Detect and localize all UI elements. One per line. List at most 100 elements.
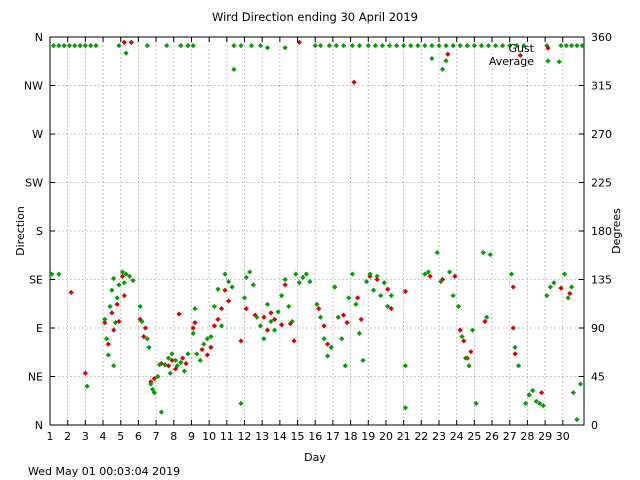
average-point xyxy=(66,43,73,49)
y2-axis-label: Degrees xyxy=(610,208,623,254)
average-point xyxy=(438,279,444,285)
average-point xyxy=(569,43,575,49)
average-point xyxy=(50,43,57,49)
gust-point xyxy=(385,286,391,292)
average-point xyxy=(429,55,435,62)
average-point xyxy=(137,303,143,310)
average-point xyxy=(577,381,584,387)
legend-label: Gust xyxy=(508,42,534,55)
gust-point xyxy=(452,273,458,279)
average-point xyxy=(261,336,267,342)
gust-point xyxy=(567,290,573,297)
average-point xyxy=(443,58,449,64)
average-point xyxy=(363,279,370,285)
average-point xyxy=(356,43,363,49)
y2-tick-label: 315 xyxy=(591,80,612,93)
gust-point xyxy=(538,390,545,396)
average-point xyxy=(487,252,493,258)
average-point xyxy=(485,43,492,49)
gust-point xyxy=(355,295,361,301)
average-point xyxy=(126,273,133,279)
average-point xyxy=(155,373,161,380)
average-point xyxy=(103,336,110,342)
average-point xyxy=(114,295,120,301)
average-point xyxy=(218,323,225,329)
average-point xyxy=(215,286,221,292)
average-point xyxy=(565,295,571,301)
average-point xyxy=(574,417,580,423)
gust-point xyxy=(111,327,117,333)
gust-point xyxy=(264,327,271,333)
average-point xyxy=(434,249,440,256)
gust-point xyxy=(243,306,249,312)
gust-point xyxy=(222,287,228,293)
gust-point xyxy=(279,322,285,328)
x-tick-label: 24 xyxy=(450,430,464,443)
average-point xyxy=(204,336,210,342)
gust-point xyxy=(252,312,258,318)
average-point xyxy=(271,327,278,333)
average-point xyxy=(317,43,324,49)
average-point xyxy=(512,344,518,350)
average-point xyxy=(192,306,198,312)
average-point xyxy=(484,314,490,320)
x-tick-label: 12 xyxy=(238,430,252,443)
average-point xyxy=(254,314,260,320)
gust-point xyxy=(142,325,149,331)
average-point xyxy=(551,280,557,286)
average-point xyxy=(365,43,371,49)
average-point xyxy=(185,351,191,357)
average-point xyxy=(61,43,67,49)
average-point xyxy=(478,43,485,49)
average-point xyxy=(109,287,115,293)
y-tick-label: NE xyxy=(28,371,43,384)
average-point xyxy=(123,271,129,277)
gust-point xyxy=(192,320,198,326)
average-point xyxy=(558,43,564,49)
average-point xyxy=(439,66,446,72)
average-point xyxy=(408,43,414,49)
x-tick-label: 15 xyxy=(291,430,305,443)
gust-point xyxy=(512,351,518,357)
y-axis-label: Direction xyxy=(14,206,27,256)
x-tick-label: 17 xyxy=(326,430,340,443)
average-point xyxy=(268,318,274,325)
average-point xyxy=(293,271,299,277)
average-point xyxy=(82,43,88,49)
average-point xyxy=(185,43,191,49)
gust-point xyxy=(457,327,463,333)
average-point xyxy=(328,344,334,350)
average-point xyxy=(367,271,373,277)
gust-point xyxy=(296,39,302,45)
average-point xyxy=(570,390,576,396)
average-point xyxy=(158,409,164,415)
average-point xyxy=(286,303,292,310)
average-point xyxy=(372,43,378,49)
average-point xyxy=(165,355,172,361)
average-point xyxy=(243,274,249,280)
average-point xyxy=(370,287,377,293)
average-point xyxy=(250,282,256,288)
gust-point xyxy=(183,360,189,367)
average-point xyxy=(279,293,285,299)
x-tick-label: 26 xyxy=(485,430,499,443)
average-point xyxy=(112,320,119,326)
legend-label: Average xyxy=(489,55,534,68)
average-point xyxy=(275,309,281,315)
average-point xyxy=(130,277,136,284)
average-point xyxy=(447,269,453,275)
average-point xyxy=(353,301,359,307)
x-tick-label: 5 xyxy=(117,430,124,443)
gust-point xyxy=(204,352,210,358)
average-point xyxy=(84,383,90,389)
average-point xyxy=(169,351,175,357)
gust-point xyxy=(141,334,147,340)
series-average xyxy=(49,43,585,423)
x-tick-label: 30 xyxy=(556,430,570,443)
average-point xyxy=(264,301,271,307)
average-point xyxy=(459,334,465,340)
average-point xyxy=(307,279,313,285)
y2-tick-label: 90 xyxy=(591,322,605,335)
average-point xyxy=(105,352,111,358)
x-tick-label: 7 xyxy=(153,430,160,443)
